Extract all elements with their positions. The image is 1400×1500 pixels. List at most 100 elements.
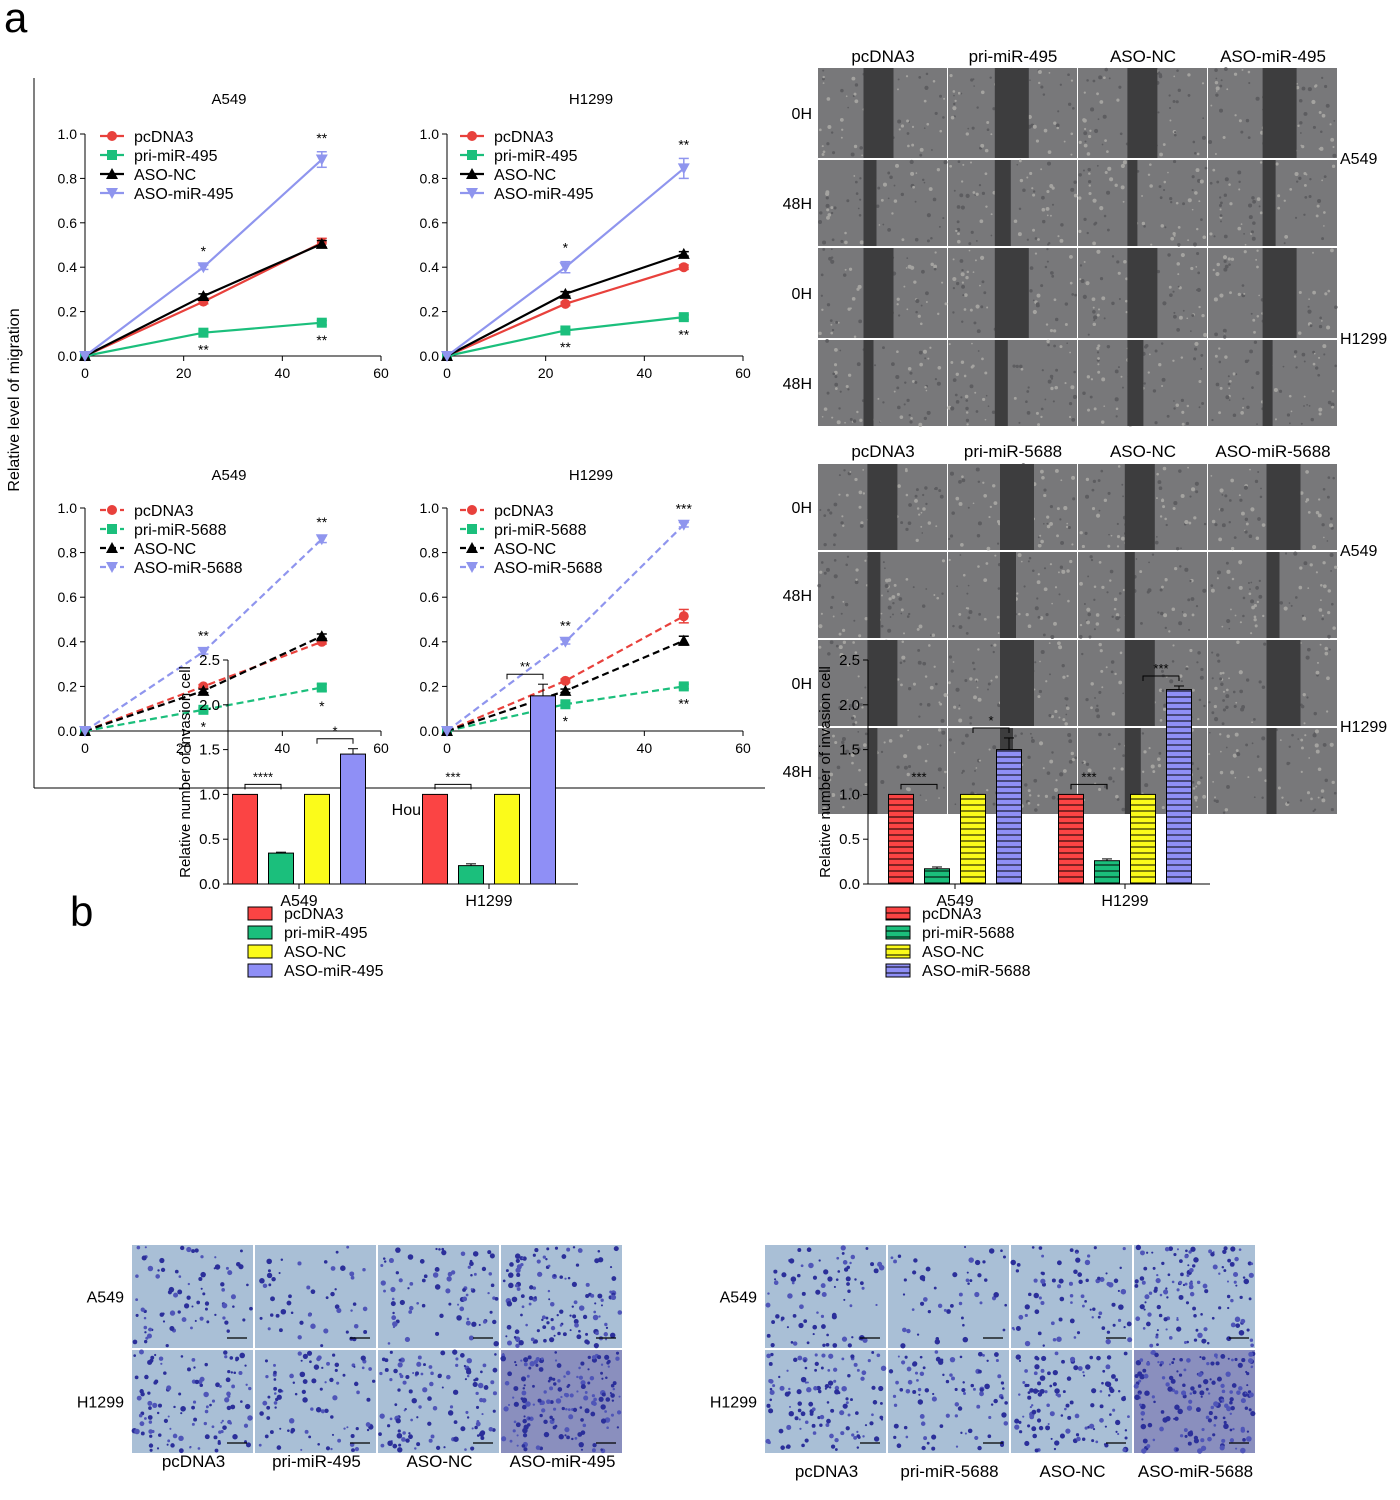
cell-speck [1315, 670, 1320, 675]
cell-speck [957, 239, 961, 244]
cell-speck [822, 77, 825, 81]
stained-cell [427, 1421, 432, 1426]
cell-speck [854, 721, 858, 724]
cell-speck [1175, 403, 1180, 407]
stained-cell [816, 1385, 821, 1391]
cell-speck [1318, 608, 1323, 612]
significance-label: ** [316, 130, 327, 146]
cell-speck [975, 767, 978, 769]
stained-cell [302, 1379, 308, 1384]
cell-speck [1200, 367, 1203, 370]
cell-speck [1288, 602, 1291, 604]
stained-cell [1001, 1412, 1007, 1418]
cell-speck [1197, 271, 1201, 275]
stained-cell [967, 1282, 970, 1285]
cell-speck [1233, 536, 1237, 540]
cell-speck [1071, 417, 1076, 422]
cell-speck [918, 350, 923, 355]
cell-speck [1095, 513, 1101, 518]
cell-speck [957, 232, 960, 236]
stained-cell [538, 1367, 544, 1372]
cell-speck [1016, 163, 1019, 166]
stained-cell [804, 1381, 808, 1384]
scratch-gap [867, 640, 898, 726]
stained-cell [822, 1343, 826, 1347]
cell-speck [1120, 375, 1123, 378]
stained-cell [469, 1261, 474, 1267]
stained-cell [335, 1250, 339, 1254]
cell-speck [1321, 617, 1324, 621]
stained-cell [144, 1331, 147, 1334]
cell-speck [1049, 522, 1053, 526]
cell-speck [944, 770, 947, 774]
stained-cell [435, 1331, 440, 1336]
stained-cell [961, 1388, 966, 1393]
cell-speck [893, 583, 897, 587]
stained-cell [869, 1421, 874, 1426]
stained-cell [317, 1442, 320, 1446]
stained-cell [846, 1265, 851, 1270]
significance-label: *** [911, 769, 926, 784]
cell-speck [1162, 505, 1166, 509]
cell-speck [1300, 144, 1303, 147]
stained-cell [1159, 1293, 1163, 1297]
cell-speck [1321, 76, 1324, 79]
stained-cell [405, 1374, 410, 1380]
cell-speck [932, 79, 936, 83]
stained-cell [804, 1420, 809, 1424]
cell-speck [1097, 344, 1101, 348]
cell-speck [1298, 176, 1302, 180]
stained-cell [1092, 1307, 1096, 1311]
cell-speck [1110, 670, 1114, 674]
cell-speck [1243, 232, 1245, 235]
cell-speck [1040, 415, 1043, 419]
stained-cell [552, 1377, 556, 1381]
cell-speck [844, 268, 847, 271]
y-tick-label: 1.0 [58, 500, 78, 516]
stained-cell [982, 1353, 985, 1357]
cell-speck [1090, 378, 1094, 381]
cell-speck [1097, 118, 1100, 121]
stained-cell [547, 1264, 551, 1268]
stained-cell [273, 1363, 276, 1367]
cell-speck [822, 806, 827, 811]
stained-cell [206, 1320, 210, 1324]
stained-cell [590, 1411, 596, 1417]
cell-speck [1191, 688, 1195, 692]
cell-speck [1186, 317, 1189, 320]
cell-speck [1220, 507, 1224, 512]
cell-speck [973, 321, 977, 325]
y-tick-label: 0.2 [420, 678, 440, 694]
cell-speck [982, 397, 986, 402]
column-label: pcDNA3 [162, 1452, 225, 1471]
stained-cell [552, 1407, 557, 1411]
stained-cell [304, 1429, 309, 1434]
significance-label: *** [1153, 661, 1168, 676]
scratch-image-cell [1078, 67, 1207, 158]
stained-cell [865, 1247, 869, 1250]
cell-speck [1196, 767, 1200, 771]
cell-speck [914, 237, 919, 242]
stained-cell [523, 1357, 529, 1363]
stained-cell [387, 1342, 391, 1345]
cell-speck [892, 613, 894, 616]
stained-cell [1026, 1383, 1030, 1387]
cell-speck [1227, 375, 1230, 378]
cell-speck [1191, 613, 1195, 617]
cell-speck [1306, 791, 1311, 795]
legend-label: ASO-NC [494, 167, 556, 184]
cell-speck [852, 722, 856, 726]
stained-cell [862, 1435, 865, 1438]
stained-cell [1223, 1269, 1227, 1273]
cell-speck [911, 143, 915, 147]
y-tick-label: 0.4 [58, 259, 78, 275]
stained-cell [1192, 1264, 1196, 1268]
stained-cell [180, 1412, 183, 1415]
stained-cell [912, 1361, 917, 1367]
cell-speck [862, 492, 866, 495]
cell-speck [1318, 356, 1321, 359]
data-point-ASO-miR-5688 [197, 646, 210, 658]
cell-speck [1291, 733, 1294, 737]
stained-cell [1207, 1392, 1211, 1395]
